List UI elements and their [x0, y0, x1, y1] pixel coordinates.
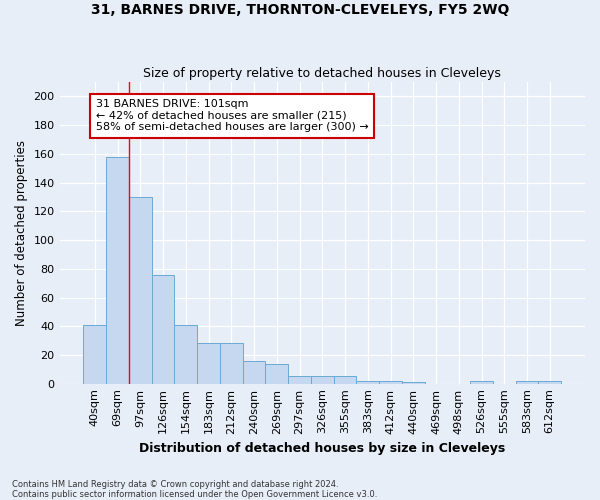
Bar	[379, 381, 402, 384]
Bar	[220, 344, 242, 384]
Bar	[402, 382, 425, 384]
Text: Contains HM Land Registry data © Crown copyright and database right 2024.
Contai: Contains HM Land Registry data © Crown c…	[12, 480, 377, 499]
Bar	[334, 376, 356, 384]
Bar	[152, 274, 175, 384]
Bar	[515, 381, 538, 384]
Bar	[83, 325, 106, 384]
Bar	[242, 360, 265, 384]
Bar	[356, 381, 379, 384]
Bar	[538, 381, 561, 384]
Text: 31, BARNES DRIVE, THORNTON-CLEVELEYS, FY5 2WQ: 31, BARNES DRIVE, THORNTON-CLEVELEYS, FY…	[91, 2, 509, 16]
Bar	[129, 197, 152, 384]
Bar	[265, 364, 288, 384]
Bar	[175, 325, 197, 384]
Text: 31 BARNES DRIVE: 101sqm
← 42% of detached houses are smaller (215)
58% of semi-d: 31 BARNES DRIVE: 101sqm ← 42% of detache…	[96, 100, 368, 132]
Title: Size of property relative to detached houses in Cleveleys: Size of property relative to detached ho…	[143, 66, 501, 80]
Bar	[470, 381, 493, 384]
Bar	[311, 376, 334, 384]
X-axis label: Distribution of detached houses by size in Cleveleys: Distribution of detached houses by size …	[139, 442, 505, 455]
Y-axis label: Number of detached properties: Number of detached properties	[15, 140, 28, 326]
Bar	[197, 344, 220, 384]
Bar	[106, 156, 129, 384]
Bar	[288, 376, 311, 384]
